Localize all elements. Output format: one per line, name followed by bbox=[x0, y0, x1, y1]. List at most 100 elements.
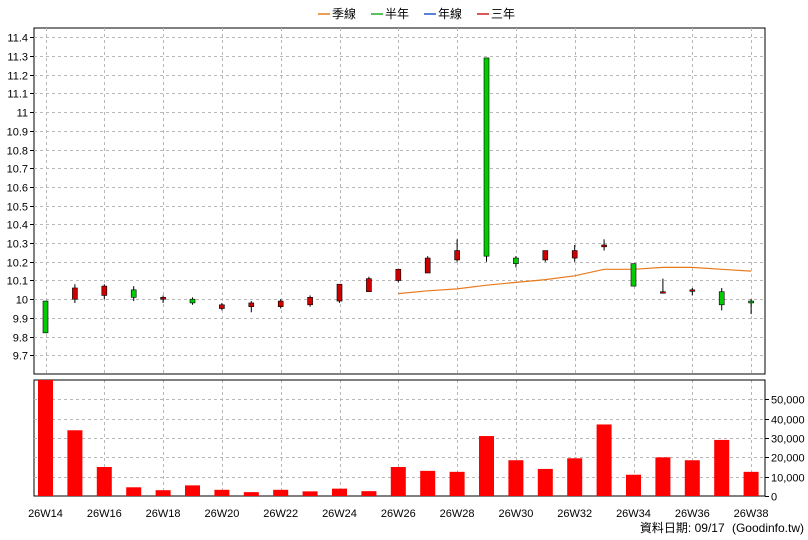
candle-26W22 bbox=[277, 299, 284, 309]
volume-bar-26W19 bbox=[185, 485, 200, 496]
volume-tick-label-1: 10,000 bbox=[771, 473, 805, 485]
candle-body-26W16 bbox=[101, 285, 108, 296]
volume-bar-26W16 bbox=[96, 467, 112, 496]
volume-bar-26W18 bbox=[155, 490, 171, 496]
x-tick-label-26W26: 26W26 bbox=[381, 508, 416, 520]
candle-26W29 bbox=[483, 57, 490, 262]
volume-bar-26W21 bbox=[243, 492, 259, 496]
volume-bar-26W26 bbox=[390, 467, 406, 496]
x-tick-label-26W30: 26W30 bbox=[498, 508, 533, 520]
legend-label-0: 季線 bbox=[332, 6, 356, 21]
legend-label-2: 年線 bbox=[438, 6, 462, 21]
volume-bar-26W36 bbox=[684, 460, 700, 496]
price-tick-label-14: 11.1 bbox=[7, 89, 28, 101]
price-tick-label-17: 11.4 bbox=[7, 33, 28, 45]
candle-26W37 bbox=[718, 287, 725, 311]
footer-source: (Goodinfo.tw) bbox=[732, 521, 804, 535]
candle-26W19 bbox=[189, 297, 196, 305]
candle-body-26W37 bbox=[718, 291, 725, 306]
candle-body-26W26 bbox=[395, 268, 402, 281]
price-tick-label-3: 10 bbox=[16, 295, 28, 307]
candle-26W21 bbox=[248, 301, 255, 313]
x-tick-label-26W16: 26W16 bbox=[87, 508, 122, 520]
candle-26W16 bbox=[101, 284, 108, 300]
x-tick-label-26W34: 26W34 bbox=[616, 508, 651, 520]
volume-bar-26W32 bbox=[567, 458, 583, 496]
candle-26W17 bbox=[130, 286, 137, 302]
volume-tick-label-5: 50,000 bbox=[771, 395, 805, 407]
legend-label-3: 三年 bbox=[491, 7, 515, 21]
volume-bar-26W15 bbox=[67, 430, 83, 496]
volume-bar-26W23 bbox=[302, 491, 318, 496]
x-tick-label-26W18: 26W18 bbox=[146, 508, 181, 520]
quarter-ma-line bbox=[398, 266, 752, 295]
price-panel: 9.7 9.8 9.9 10 10.1 10.2 10.3 10.4 10.5 10.6 10.7 1… bbox=[7, 27, 766, 375]
candle-26W18 bbox=[160, 295, 166, 303]
price-tick-label-10: 10.7 bbox=[7, 164, 28, 176]
x-tick-label-26W28: 26W28 bbox=[440, 508, 475, 520]
candle-26W14 bbox=[42, 300, 49, 334]
legend: 季線 半年 年線 三年 bbox=[318, 6, 515, 21]
candle-26W34 bbox=[630, 263, 637, 287]
price-tick-label-7: 10.4 bbox=[7, 220, 28, 232]
candle-body-26W27 bbox=[424, 257, 431, 274]
candle-body-26W35 bbox=[660, 291, 666, 294]
candle-26W30 bbox=[513, 256, 519, 268]
volume-bar-26W38 bbox=[743, 471, 759, 496]
price-tick-label-1: 9.8 bbox=[13, 333, 28, 345]
candle-26W27 bbox=[424, 256, 431, 274]
candle-26W15 bbox=[72, 284, 78, 303]
price-panel-frame bbox=[33, 27, 766, 375]
volume-bar-26W29 bbox=[479, 436, 494, 496]
x-tick-label-26W24: 26W24 bbox=[322, 508, 357, 520]
price-tick-label-6: 10.3 bbox=[7, 239, 28, 251]
candle-body-26W29 bbox=[483, 57, 490, 257]
volume-bar-26W34 bbox=[626, 474, 641, 496]
candle-26W28 bbox=[454, 239, 460, 262]
footer-date-source: 資料日期: 09/17 (Goodinfo.tw) bbox=[640, 521, 804, 535]
candle-body-26W20 bbox=[219, 304, 225, 309]
price-tick-label-9: 10.6 bbox=[7, 183, 28, 195]
price-tick-label-5: 10.2 bbox=[7, 258, 28, 270]
candle-body-26W25 bbox=[366, 278, 372, 293]
candle-26W36 bbox=[689, 287, 696, 296]
candle-body-26W32 bbox=[571, 250, 578, 259]
volume-tick-label-2: 20,000 bbox=[771, 453, 805, 465]
legend-label-1: 半年 bbox=[385, 7, 409, 21]
volume-bar-26W22 bbox=[273, 489, 289, 496]
x-tick-label-26W14: 26W14 bbox=[28, 508, 63, 520]
candle-body-26W34 bbox=[630, 263, 637, 287]
x-tick-label-26W32: 26W32 bbox=[557, 508, 592, 520]
volume-bar-26W33 bbox=[596, 424, 612, 496]
price-tick-label-4: 10.1 bbox=[7, 276, 28, 288]
volume-bar-26W27 bbox=[420, 470, 436, 496]
price-tick-label-0: 9.7 bbox=[13, 351, 28, 363]
candle-26W26 bbox=[395, 268, 402, 283]
candle-26W24 bbox=[336, 283, 343, 303]
candle-26W38 bbox=[748, 299, 754, 315]
candle-26W35 bbox=[660, 278, 666, 294]
price-tick-label-8: 10.5 bbox=[7, 202, 28, 214]
x-axis: 26W14 26W16 26W18 26W20 26W22 26W24 26W26 26W28… bbox=[28, 508, 768, 520]
volume-panel: 0 10,000 20,000 30,000 40,000 50,000 bbox=[33, 379, 805, 504]
candle-body-26W19 bbox=[189, 298, 196, 304]
candle-body-26W21 bbox=[248, 302, 255, 307]
volume-bar-26W17 bbox=[126, 487, 142, 496]
price-tick-label-11: 10.8 bbox=[7, 146, 28, 158]
candle-26W20 bbox=[219, 302, 225, 311]
candle-body-26W23 bbox=[307, 297, 313, 306]
price-tick-label-15: 11.2 bbox=[7, 71, 28, 83]
candle-body-26W33 bbox=[601, 244, 607, 248]
candle-body-26W15 bbox=[72, 287, 78, 300]
footer-date-label: 資料日期: 09/17 bbox=[640, 521, 725, 535]
volume-bar-26W35 bbox=[655, 457, 671, 496]
x-tick-label-26W38: 26W38 bbox=[734, 508, 769, 520]
candle-26W32 bbox=[571, 244, 578, 262]
candle-body-26W14 bbox=[42, 300, 49, 334]
volume-bar-26W31 bbox=[537, 468, 553, 496]
candle-26W23 bbox=[307, 295, 313, 307]
candle-body-26W22 bbox=[277, 300, 284, 307]
volume-tick-label-4: 40,000 bbox=[771, 415, 805, 427]
volume-bar-26W24 bbox=[332, 488, 347, 496]
